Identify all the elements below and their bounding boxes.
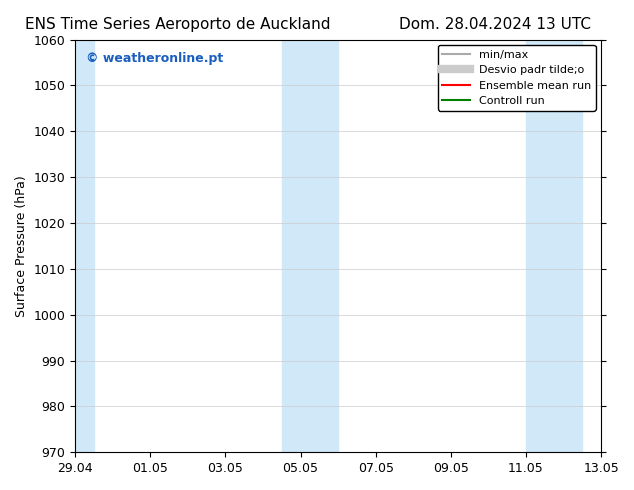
Text: ENS Time Series Aeroporto de Auckland: ENS Time Series Aeroporto de Auckland xyxy=(25,17,330,32)
Text: © weatheronline.pt: © weatheronline.pt xyxy=(86,52,223,65)
Y-axis label: Surface Pressure (hPa): Surface Pressure (hPa) xyxy=(15,175,28,317)
Bar xyxy=(75,40,94,452)
Legend: min/max, Desvio padr tilde;o, Ensemble mean run, Controll run: min/max, Desvio padr tilde;o, Ensemble m… xyxy=(437,45,595,111)
Bar xyxy=(526,40,583,452)
Bar xyxy=(281,40,338,452)
Text: Dom. 28.04.2024 13 UTC: Dom. 28.04.2024 13 UTC xyxy=(399,17,590,32)
